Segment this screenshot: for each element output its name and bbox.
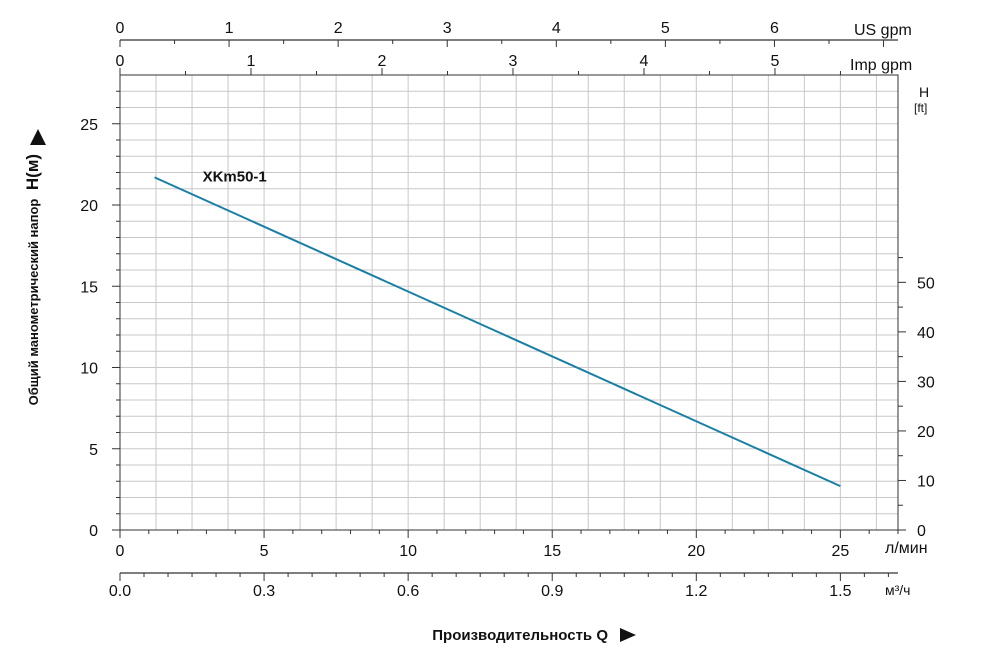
us-gpm-tick-label: 2 bbox=[334, 20, 343, 37]
y-right-tick-label: 0 bbox=[917, 523, 926, 540]
right-axis-label: H bbox=[919, 84, 929, 100]
m3h-tick-label: 0.3 bbox=[253, 583, 275, 600]
x-unit-lpm: л/мин bbox=[885, 540, 928, 557]
x-tick-label: 20 bbox=[687, 543, 705, 560]
m3h-tick-label: 0.0 bbox=[109, 583, 131, 600]
y-tick-label: 15 bbox=[80, 279, 98, 296]
m3h-tick-label: 1.5 bbox=[829, 583, 851, 600]
imp-gpm-tick-label: 3 bbox=[509, 53, 518, 70]
y-axis-label: Общий манометрический напор bbox=[26, 199, 41, 406]
up-arrow-icon bbox=[30, 129, 46, 145]
axis-ticks bbox=[112, 39, 906, 581]
y-right-tick-label: 20 bbox=[917, 424, 935, 441]
imp-gpm-tick-label: 4 bbox=[640, 53, 649, 70]
m3h-tick-label: 0.9 bbox=[541, 583, 563, 600]
m3h-tick-label: 1.2 bbox=[685, 583, 707, 600]
y-right-tick-label: 40 bbox=[917, 325, 935, 342]
grid bbox=[120, 75, 898, 530]
series-line bbox=[154, 176, 841, 488]
y-axis-title: Общий манометрический напор bbox=[26, 199, 41, 406]
imp-gpm-unit: Imp gpm bbox=[850, 57, 912, 74]
y-right-tick-label: 50 bbox=[917, 275, 935, 292]
us-gpm-tick-label: 6 bbox=[770, 20, 779, 37]
y-tick-label: 5 bbox=[89, 442, 98, 459]
series-label: XKm50-1 bbox=[203, 168, 267, 185]
x-tick-label: 5 bbox=[260, 543, 269, 560]
us-gpm-unit: US gpm bbox=[854, 22, 912, 39]
y-tick-label: 0 bbox=[89, 523, 98, 540]
us-gpm-tick-label: 5 bbox=[661, 20, 670, 37]
y-right-tick-label: 30 bbox=[917, 374, 935, 391]
imp-gpm-tick-label: 2 bbox=[378, 53, 387, 70]
us-gpm-tick-label: 3 bbox=[443, 20, 452, 37]
m3h-tick-label: 0.6 bbox=[397, 583, 419, 600]
x-tick-label: 10 bbox=[399, 543, 417, 560]
right-arrow-icon bbox=[620, 628, 636, 642]
y-axis-unit-group: H(м) bbox=[23, 154, 42, 190]
y-tick-label: 20 bbox=[80, 198, 98, 215]
x-tick-label: 0 bbox=[116, 543, 125, 560]
us-gpm-tick-label: 4 bbox=[552, 20, 561, 37]
imp-gpm-tick-label: 1 bbox=[247, 53, 256, 70]
imp-gpm-tick-label: 0 bbox=[116, 53, 125, 70]
y-right-tick-label: 10 bbox=[917, 473, 935, 490]
x-axis-label: Производительность Q bbox=[432, 627, 608, 644]
right-axis-unit: [ft] bbox=[914, 101, 927, 115]
x-axis-title: Производительность Q bbox=[432, 627, 636, 644]
x-tick-label: 25 bbox=[831, 543, 849, 560]
x-unit-m3h: м³/ч bbox=[885, 582, 910, 598]
us-gpm-tick-label: 1 bbox=[225, 20, 234, 37]
y-tick-label: 25 bbox=[80, 117, 98, 134]
y-tick-label: 10 bbox=[80, 361, 98, 378]
y-axis-unit: H(м) bbox=[23, 154, 42, 190]
us-gpm-tick-label: 0 bbox=[116, 20, 125, 37]
series-layer: XKm50-1 bbox=[154, 168, 841, 488]
imp-gpm-tick-label: 5 bbox=[771, 53, 780, 70]
x-tick-label: 15 bbox=[543, 543, 561, 560]
